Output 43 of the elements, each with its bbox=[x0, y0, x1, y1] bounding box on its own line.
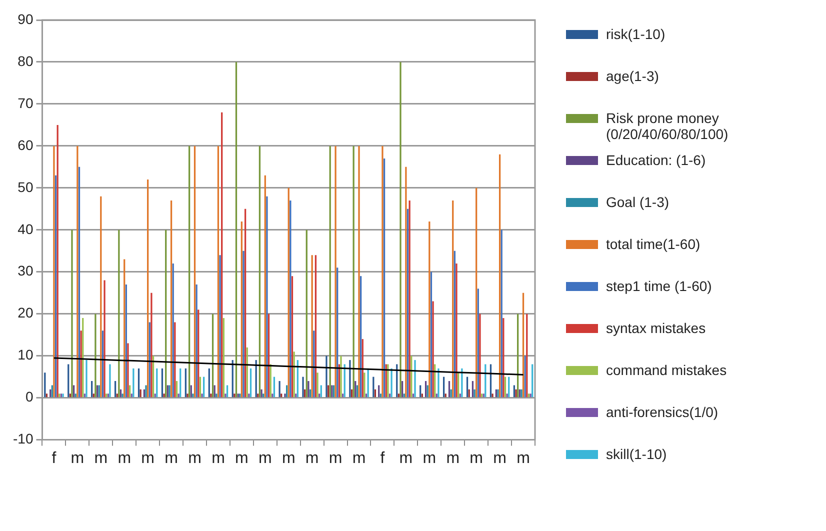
legend-label: anti-forensics(1/0) bbox=[606, 404, 718, 420]
x-tick-label: m bbox=[235, 450, 248, 467]
x-tick-label: m bbox=[470, 450, 483, 467]
y-tick-label: 10 bbox=[18, 346, 34, 363]
legend-label: Goal (1-3) bbox=[606, 194, 670, 210]
legend-label: age(1-3) bbox=[606, 68, 659, 84]
y-tick-label: 30 bbox=[18, 262, 34, 279]
x-tick-label: m bbox=[446, 450, 460, 467]
x-tick-label: m bbox=[328, 450, 342, 467]
y-tick-label: 50 bbox=[18, 178, 34, 195]
x-tick-label: f bbox=[52, 450, 57, 467]
legend-label: Risk prone money (0/20/40/60/80/100) bbox=[606, 110, 730, 142]
x-tick-label: m bbox=[305, 450, 319, 467]
y-tick-label: 80 bbox=[18, 52, 34, 69]
y-tick-label: 60 bbox=[18, 136, 34, 153]
x-tick-label: m bbox=[94, 450, 108, 467]
y-tick-label: 0 bbox=[25, 388, 34, 405]
legend-label: syntax mistakes bbox=[606, 320, 706, 336]
x-tick-label: m bbox=[164, 450, 178, 467]
x-tick-label: m bbox=[282, 450, 296, 467]
x-tick-label: m bbox=[141, 450, 154, 467]
legend-label: Education: (1-6) bbox=[606, 152, 706, 168]
y-tick-label: -10 bbox=[13, 430, 34, 447]
legend-label: command mistakes bbox=[606, 362, 727, 378]
legend-label: skill(1-10) bbox=[606, 446, 667, 462]
x-tick-label: m bbox=[422, 450, 436, 467]
x-tick-label: m bbox=[212, 450, 225, 467]
y-tick-label: 70 bbox=[18, 94, 34, 111]
x-tick-label: f bbox=[380, 450, 386, 467]
legend-label: risk(1-10) bbox=[606, 26, 666, 42]
x-tick-label: m bbox=[399, 450, 413, 467]
y-tick-label: 40 bbox=[18, 220, 34, 237]
x-tick-label: m bbox=[70, 450, 84, 467]
x-tick-label: m bbox=[258, 450, 272, 467]
y-tick-label: 20 bbox=[18, 304, 34, 321]
legend-label: total time(1-60) bbox=[606, 236, 700, 252]
x-tick-label: m bbox=[516, 450, 530, 467]
x-tick-label: m bbox=[188, 450, 202, 467]
legend-label: step1 time (1-60) bbox=[606, 278, 712, 294]
x-tick-label: m bbox=[118, 450, 132, 467]
x-tick-label: m bbox=[493, 450, 506, 467]
y-tick-label: 90 bbox=[18, 10, 34, 27]
x-tick-label: m bbox=[352, 450, 366, 467]
